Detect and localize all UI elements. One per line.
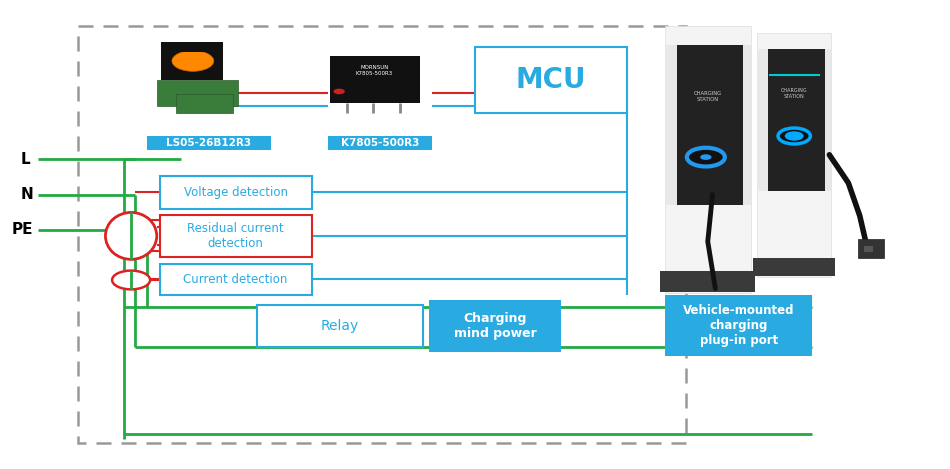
Bar [162,45,223,80]
Bar [665,295,812,356]
Text: Charging
mind power: Charging mind power [453,312,537,340]
Text: PE: PE [11,222,33,237]
Bar [674,45,749,205]
Circle shape [700,154,712,160]
Bar [864,246,873,252]
Circle shape [785,131,804,141]
Text: MCU: MCU [516,66,586,94]
Text: N: N [21,187,33,202]
Bar [330,56,420,103]
Text: Vehicle-mounted
charging
plug-in port: Vehicle-mounted charging plug-in port [683,304,794,348]
Bar [147,136,271,150]
Text: Voltage detection: Voltage detection [183,186,288,199]
Bar [78,26,686,443]
Bar [665,45,677,205]
Bar [162,42,223,52]
Bar [475,47,627,113]
Bar [660,271,755,292]
Circle shape [172,51,214,71]
Bar [825,49,831,191]
Bar [765,49,829,191]
Ellipse shape [105,212,157,259]
Bar [160,215,312,257]
Circle shape [687,148,725,166]
Bar [160,264,312,295]
Text: K7805-500R3: K7805-500R3 [341,138,419,148]
Bar [757,33,831,277]
Circle shape [778,128,810,144]
Text: Current detection: Current detection [183,273,288,286]
Bar [665,26,751,293]
Text: L: L [21,152,30,167]
Bar [743,45,750,205]
Bar [256,305,423,347]
Text: CHARGING
STATION: CHARGING STATION [781,88,808,99]
Text: LS05-26B12R3: LS05-26B12R3 [166,138,252,148]
Text: Residual current
detection: Residual current detection [187,222,284,250]
Text: MORNSUN
K7805-500R3: MORNSUN K7805-500R3 [355,65,393,76]
Bar [858,239,884,258]
Circle shape [112,271,150,289]
Circle shape [333,89,345,94]
Bar [160,176,312,209]
Bar [429,300,560,352]
Bar [757,49,768,191]
Bar [176,94,233,113]
Bar [157,80,238,106]
Text: CHARGING
STATION: CHARGING STATION [694,91,722,102]
Text: Relay: Relay [320,319,359,333]
Bar [753,258,835,276]
Bar [328,136,432,150]
